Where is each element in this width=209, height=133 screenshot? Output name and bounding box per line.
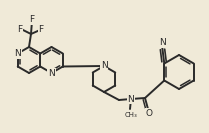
Text: F: F [29, 16, 34, 24]
Text: N: N [48, 68, 55, 78]
Text: N: N [101, 61, 107, 70]
Text: F: F [17, 24, 23, 34]
Text: N: N [128, 95, 134, 103]
Text: N: N [14, 49, 21, 58]
Text: F: F [38, 26, 43, 34]
Text: CH₃: CH₃ [125, 112, 137, 118]
Text: O: O [145, 109, 153, 117]
Text: N: N [159, 38, 166, 47]
